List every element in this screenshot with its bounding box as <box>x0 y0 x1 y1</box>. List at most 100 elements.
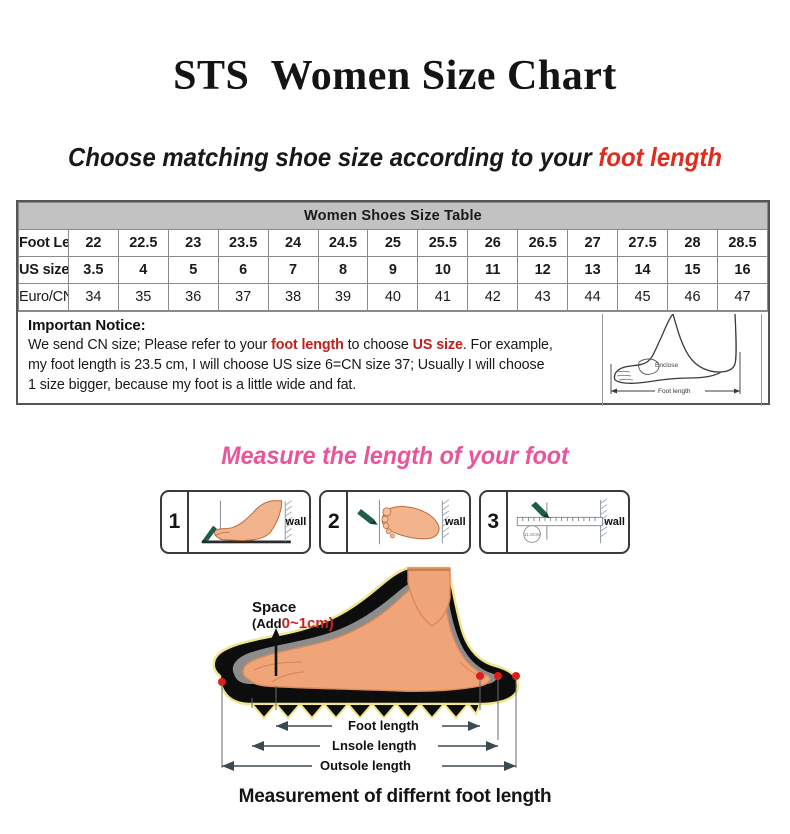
table-row: Foot Length(cm) 22 22.5 23 23.5 24 24.5 … <box>18 229 769 257</box>
dimension-label-foot-length: Foot length <box>348 718 419 733</box>
cell-foot-length-4: 24 <box>267 229 319 257</box>
cell-foot-length-5: 24.5 <box>317 229 369 257</box>
table-header-title: Women Shoes Size Table <box>18 202 768 230</box>
notice-highlight-foot-length: foot length <box>271 337 344 353</box>
cell-euro-cn-5: 39 <box>317 283 369 311</box>
cell-foot-length-8: 26 <box>467 229 519 257</box>
cell-euro-cn-2: 36 <box>167 283 219 311</box>
cell-us-size-7: 10 <box>417 256 469 284</box>
dimension-label-outsole-length: Outsole length <box>320 758 411 773</box>
foot-length-label: Foot length <box>658 388 691 395</box>
cell-foot-length-13: 28.5 <box>716 229 769 257</box>
cell-foot-length-2: 23 <box>167 229 219 257</box>
cell-us-size-11: 14 <box>617 256 668 284</box>
measure-heading: Measure the length of your foot <box>221 442 569 470</box>
cell-us-size-10: 13 <box>567 256 619 284</box>
notice-highlight-us-size: US size <box>412 337 463 353</box>
step-1-wall-label: wall <box>285 516 307 528</box>
measure-dot-heel-foot <box>476 672 484 680</box>
step-2: 2 <box>319 490 471 554</box>
cell-foot-length-7: 25.5 <box>417 229 469 257</box>
row-label-euro-cn-size: Euro/CN size <box>18 283 69 311</box>
table-body: Women Shoes Size Table Foot Length(cm) 2… <box>18 202 769 311</box>
notice-line3: 1 size bigger, because my foot is a litt… <box>28 377 357 393</box>
cell-foot-length-9: 26.5 <box>517 229 569 257</box>
cell-euro-cn-11: 45 <box>617 283 668 311</box>
cell-foot-length-0: 22 <box>67 229 119 257</box>
step-3-wall-label: wall <box>604 516 625 528</box>
measure-dot-insole <box>494 672 502 680</box>
size-table-container: Women Shoes Size Table Foot Length(cm) 2… <box>16 200 770 406</box>
foot-in-shoe-diagram: Foot length Lnsole length Outsole length <box>180 558 620 778</box>
step-1-illustration: wall <box>189 492 309 552</box>
cell-us-size-8: 11 <box>467 256 519 284</box>
cell-foot-length-3: 23.5 <box>217 229 269 257</box>
enclose-label: Enclose <box>655 362 679 369</box>
notice-line2: my foot length is 23.5 cm, I will choose… <box>28 357 545 373</box>
row-label-us-size: US size <box>18 256 69 284</box>
step-1-number: 1 <box>162 492 189 552</box>
table-row: Euro/CN size 34 35 36 37 38 39 40 41 42 … <box>18 283 769 311</box>
space-annotation: Space (Add0~1cm) <box>252 600 334 632</box>
cell-us-size-12: 15 <box>666 256 718 284</box>
subtitle-highlight: foot length <box>598 142 722 172</box>
foot-top-view-icon <box>357 499 450 545</box>
space-label-line1: Space <box>252 599 297 616</box>
cell-euro-cn-9: 43 <box>517 283 569 311</box>
notice-line1-a: We send CN size; Please refer to your <box>28 337 272 353</box>
notice-line1-b: to choose <box>343 337 413 353</box>
important-notice: Importan Notice: We send CN size; Please… <box>18 311 768 406</box>
table-row: US size 3.5 4 5 6 7 8 9 10 11 12 13 14 1… <box>18 256 769 284</box>
cell-euro-cn-1: 35 <box>117 283 169 311</box>
row-label-foot-length: Foot Length(cm) <box>18 229 69 257</box>
notice-line1-c: . For example, <box>462 337 553 353</box>
cell-foot-length-6: 25 <box>367 229 419 257</box>
dimension-label-insole-length: Lnsole length <box>332 738 417 753</box>
cell-us-size-2: 5 <box>167 256 219 284</box>
cell-euro-cn-8: 42 <box>467 283 519 311</box>
women-shoes-size-table: Women Shoes Size Table Foot Length(cm) 2… <box>18 202 769 311</box>
measure-dot-outsole <box>512 672 520 680</box>
cell-us-size-9: 12 <box>517 256 569 284</box>
cell-foot-length-1: 22.5 <box>117 229 169 257</box>
notice-body: We send CN size; Please refer to your fo… <box>28 335 628 395</box>
cell-us-size-6: 9 <box>367 256 419 284</box>
ruler-measure-icon: 11.5CM <box>516 498 607 544</box>
cell-us-size-4: 7 <box>267 256 319 284</box>
step-3-number: 3 <box>481 492 508 552</box>
step-2-wall-label: wall <box>444 516 466 528</box>
cell-us-size-3: 6 <box>217 256 269 284</box>
step-3-ruler-badge: 11.5CM <box>524 532 540 537</box>
step-3: 3 <box>478 490 630 554</box>
cell-euro-cn-3: 37 <box>217 283 269 311</box>
foot-outline-icon: Enclose Foot length <box>610 313 741 395</box>
cell-foot-length-11: 27.5 <box>617 229 668 257</box>
space-label-range: 0~1cm) <box>281 615 334 632</box>
table-header-row: Women Shoes Size Table <box>18 202 768 230</box>
page-title: STS Women Size Chart <box>173 53 617 99</box>
cell-us-size-13: 16 <box>716 256 769 284</box>
cell-us-size-0: 3.5 <box>67 256 119 284</box>
space-label-add: (Add <box>252 616 282 631</box>
dimension-foot-length: Foot length <box>276 718 480 734</box>
measure-dot-toe <box>218 678 226 686</box>
cell-euro-cn-12: 46 <box>666 283 718 311</box>
measure-steps: 1 wal <box>160 490 630 554</box>
cell-foot-length-10: 27 <box>567 229 619 257</box>
space-arrow-head <box>270 628 282 642</box>
cell-euro-cn-6: 40 <box>367 283 419 311</box>
dimension-outsole-length: Outsole length <box>222 758 516 774</box>
bottom-caption: Measurement of differnt foot length <box>238 786 552 807</box>
cell-euro-cn-4: 38 <box>267 283 319 311</box>
cell-euro-cn-10: 44 <box>567 283 619 311</box>
subtitle: Choose matching shoe size according to y… <box>32 142 759 173</box>
dimension-insole-length: Lnsole length <box>252 738 498 754</box>
cell-euro-cn-13: 47 <box>716 283 769 311</box>
step-2-illustration: wall <box>348 492 468 552</box>
cell-us-size-5: 8 <box>317 256 369 284</box>
step-3-illustration: 11.5CM wall <box>508 492 628 552</box>
step-2-number: 2 <box>321 492 349 552</box>
foot-measure-diagram: Enclose Foot length <box>602 313 762 406</box>
cell-euro-cn-7: 41 <box>417 283 469 311</box>
foot-shoe-measurement-illustration: Foot length Lnsole length Outsole length <box>212 566 520 774</box>
